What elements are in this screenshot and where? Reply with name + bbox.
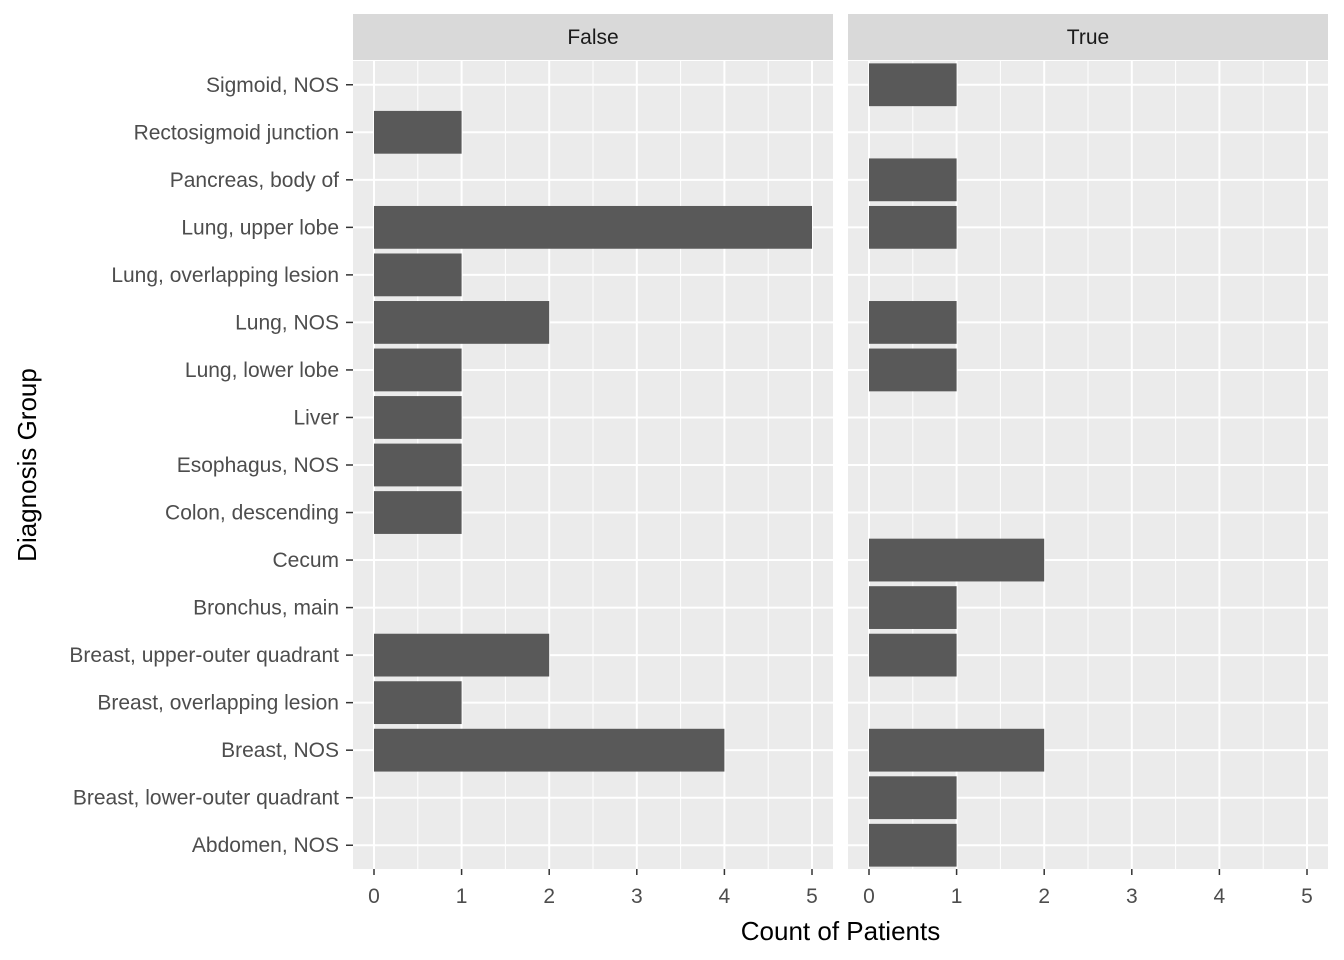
bar-false-3: [374, 681, 462, 725]
bar-true-1: [869, 776, 957, 820]
bar-false-2: [374, 728, 725, 772]
x-tick-label: 4: [719, 885, 731, 908]
x-tick-label: 3: [1126, 885, 1138, 908]
bar-false-10: [374, 348, 462, 392]
x-tick-label: 0: [368, 885, 380, 908]
bar-true-14: [869, 158, 957, 202]
x-tick-label: 2: [1038, 885, 1050, 908]
y-tick-label: Liver: [293, 406, 339, 429]
y-tick-label: Breast, overlapping lesion: [97, 692, 339, 715]
x-tick-label: 4: [1214, 885, 1226, 908]
bar-false-9: [374, 396, 462, 439]
y-tick-label: Breast, lower-outer quadrant: [73, 787, 339, 810]
panel-true: True 0 1 2 3 4 5: [848, 14, 1328, 908]
bar-false-12: [374, 253, 462, 297]
y-tick-label: Pancreas, body of: [170, 169, 339, 192]
panels-layer: False 0 1 2 3 4 5 True 0 1 2 3 4 5: [353, 14, 1328, 908]
x-tick-label: 5: [806, 885, 818, 908]
bar-true-2: [869, 728, 1045, 772]
facet-strip-label: True: [1067, 26, 1109, 49]
bar-true-11: [869, 301, 957, 344]
bar-true-4: [869, 633, 957, 677]
x-tick-label: 1: [456, 885, 468, 908]
y-axis: Abdomen, NOS Breast, lower-outer quadrant…: [69, 74, 353, 857]
y-tick-label: Lung, upper lobe: [181, 216, 339, 239]
x-tick-label: 2: [543, 885, 555, 908]
x-axis-title: Count of Patients: [741, 916, 940, 946]
bar-true-10: [869, 348, 957, 392]
facet-strip: [848, 14, 1328, 60]
y-tick-label: Sigmoid, NOS: [206, 74, 339, 97]
facet-strip-label: False: [567, 26, 618, 49]
y-tick-label: Breast, upper-outer quadrant: [69, 644, 339, 667]
x-tick-label: 0: [863, 885, 875, 908]
y-tick-label: Lung, lower lobe: [185, 359, 339, 382]
y-tick-label: Colon, descending: [165, 502, 339, 525]
y-tick-label: Cecum: [272, 549, 339, 572]
bar-false-11: [374, 301, 550, 344]
bar-false-8: [374, 443, 462, 487]
y-tick-label: Rectosigmoid junction: [134, 121, 339, 144]
bar-false-13: [374, 205, 812, 249]
y-tick-label: Bronchus, main: [193, 597, 339, 620]
y-tick-label: Esophagus, NOS: [177, 454, 339, 477]
y-tick-label: Lung, overlapping lesion: [111, 264, 339, 287]
bar-true-6: [869, 538, 1045, 582]
x-tick-label: 3: [631, 885, 643, 908]
x-tick-label: 5: [1301, 885, 1313, 908]
y-tick-label: Breast, NOS: [221, 739, 339, 762]
bar-true-0: [869, 823, 957, 867]
bar-false-7: [374, 491, 462, 534]
bar-false-4: [374, 633, 550, 677]
y-tick-label: Lung, NOS: [235, 311, 339, 334]
bar-true-13: [869, 205, 957, 249]
panel-false: False 0 1 2 3 4 5: [353, 14, 833, 908]
bar-false-15: [374, 110, 462, 154]
bar-true-16: [869, 63, 957, 107]
facet-strip: [353, 14, 833, 60]
y-tick-label: Abdomen, NOS: [192, 834, 339, 857]
y-axis-title: Diagnosis Group: [12, 368, 42, 562]
bar-true-5: [869, 586, 957, 629]
x-tick-label: 1: [951, 885, 963, 908]
